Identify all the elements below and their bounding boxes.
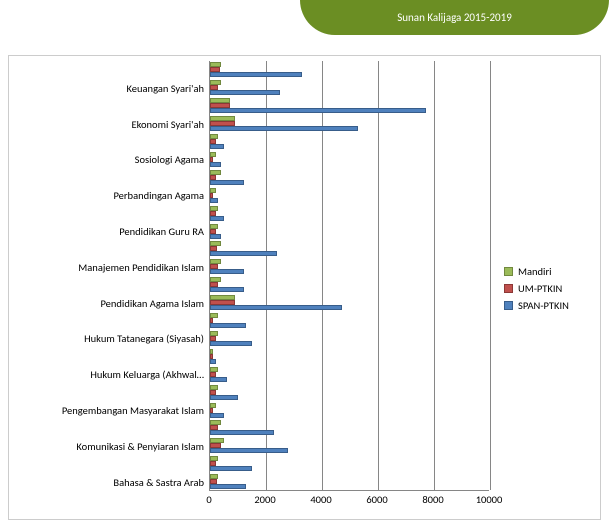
y-axis-category-label: Pendidikan Guru RA bbox=[9, 225, 204, 238]
bar-group bbox=[210, 186, 489, 204]
x-tick-label: 6000 bbox=[366, 493, 387, 506]
bar-group bbox=[210, 294, 489, 312]
bar-span bbox=[210, 234, 221, 239]
bar-group bbox=[210, 312, 489, 330]
bar-group bbox=[210, 258, 489, 276]
legend-item-mandiri: Mandiri bbox=[504, 265, 569, 278]
bar-group bbox=[210, 61, 489, 79]
bar-span bbox=[210, 466, 252, 471]
bar-group bbox=[210, 276, 489, 294]
bar-span bbox=[210, 305, 342, 310]
y-axis-category-label: Hukum Tatanegara (Siyasah) bbox=[9, 332, 204, 345]
banner-text: Sunan Kalijaga 2015-2019 bbox=[397, 11, 512, 24]
bar-group bbox=[210, 79, 489, 97]
bar-span bbox=[210, 144, 224, 149]
bar-span bbox=[210, 126, 358, 131]
bar-group bbox=[210, 240, 489, 258]
legend-swatch-icon bbox=[504, 301, 513, 310]
x-tick-label: 8000 bbox=[422, 493, 443, 506]
bar-span bbox=[210, 448, 288, 453]
bar-span bbox=[210, 413, 224, 418]
bar-span bbox=[210, 377, 227, 382]
x-tick-label: 0 bbox=[206, 493, 211, 506]
legend-item-um-ptkin: UM-PTKIN bbox=[504, 282, 569, 295]
bar-group bbox=[210, 222, 489, 240]
bar-group bbox=[210, 383, 489, 401]
y-axis-category-label: Hukum Keluarga (Akhwal… bbox=[9, 368, 204, 381]
bar-group bbox=[210, 204, 489, 222]
legend-label: Mandiri bbox=[518, 265, 552, 278]
bar-group bbox=[210, 97, 489, 115]
y-axis-category-label: Sosiologi Agama bbox=[9, 153, 204, 166]
bar-group bbox=[210, 115, 489, 133]
bar-span bbox=[210, 108, 426, 113]
bar-span bbox=[210, 395, 238, 400]
x-tick-label: 2000 bbox=[254, 493, 275, 506]
y-axis-category-label: Keuangan Syari'ah bbox=[9, 82, 204, 95]
bar-group bbox=[210, 437, 489, 455]
plot-area bbox=[209, 61, 489, 491]
chart-container: Keuangan Syari'ah Ekonomi Syari'ah Sosiolo… bbox=[8, 55, 601, 520]
bar-span bbox=[210, 162, 221, 167]
bar-span bbox=[210, 323, 246, 328]
legend: Mandiri UM-PTKIN SPAN-PTKIN bbox=[504, 261, 569, 316]
y-axis-category-label: Ekonomi Syari'ah bbox=[9, 118, 204, 131]
y-axis-category-label: Komunikasi & Penyiaran Islam bbox=[9, 440, 204, 453]
bar-span bbox=[210, 269, 244, 274]
bar-group bbox=[210, 168, 489, 186]
legend-swatch-icon bbox=[504, 267, 513, 276]
x-tick-label: 4000 bbox=[310, 493, 331, 506]
legend-item-span-ptkin: SPAN-PTKIN bbox=[504, 299, 569, 312]
y-axis-category-label: Pengembangan Masyarakat Islam bbox=[9, 404, 204, 417]
legend-label: UM-PTKIN bbox=[518, 282, 562, 295]
bar-span bbox=[210, 198, 218, 203]
bar-span bbox=[210, 251, 277, 256]
bar-group bbox=[210, 401, 489, 419]
bar-group bbox=[210, 347, 489, 365]
bar-span bbox=[210, 287, 244, 292]
legend-label: SPAN-PTKIN bbox=[518, 299, 569, 312]
bar-span bbox=[210, 216, 224, 221]
x-tick-label: 10000 bbox=[476, 493, 503, 506]
legend-swatch-icon bbox=[504, 284, 513, 293]
bar-group bbox=[210, 133, 489, 151]
bar-span bbox=[210, 484, 246, 489]
bar-group bbox=[210, 473, 489, 491]
bar-span bbox=[210, 341, 252, 346]
bar-group bbox=[210, 365, 489, 383]
bar-group bbox=[210, 330, 489, 348]
bar-span bbox=[210, 180, 244, 185]
gridline bbox=[490, 61, 491, 490]
bar-group bbox=[210, 151, 489, 169]
bar-group bbox=[210, 455, 489, 473]
bar-span bbox=[210, 72, 302, 77]
y-axis-category-label: Manajemen Pendidikan Islam bbox=[9, 261, 204, 274]
bar-span bbox=[210, 359, 216, 364]
header-banner: Sunan Kalijaga 2015-2019 bbox=[300, 0, 609, 35]
y-axis-category-label: Pendidikan Agama Islam bbox=[9, 297, 204, 310]
y-axis-category-label: Perbandingan Agama bbox=[9, 189, 204, 202]
bar-span bbox=[210, 430, 274, 435]
bar-span bbox=[210, 90, 280, 95]
bar-group bbox=[210, 419, 489, 437]
y-axis-category-label: Bahasa & Sastra Arab bbox=[9, 476, 204, 489]
